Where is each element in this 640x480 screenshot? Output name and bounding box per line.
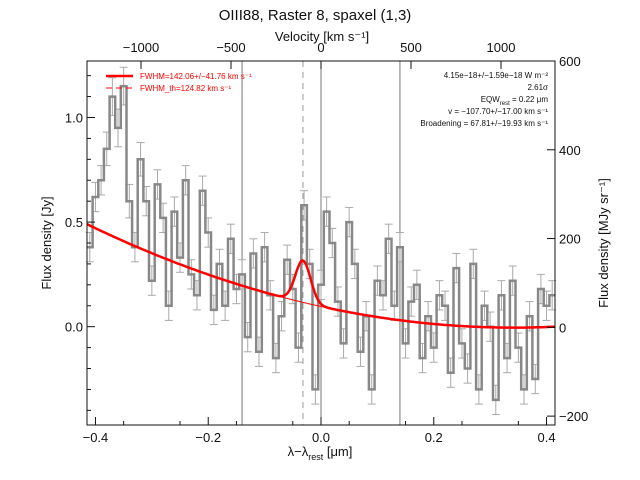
annotations: 4.15e−18+/−1.59e−18 W m⁻² 2.61σ EQWrest … [420, 71, 548, 128]
top-tick-label: 1000 [487, 40, 516, 55]
x-tick-label: −0.4 [83, 430, 109, 445]
x-tick-label: −0.2 [195, 430, 221, 445]
right-tick-label: 200 [559, 232, 581, 247]
legend: FWHM=142.06+/−41.76 km s⁻¹ FWHM_th=124.8… [106, 72, 252, 93]
annotation-flux: 4.15e−18+/−1.59e−18 W m⁻² [444, 71, 549, 80]
y-axis-label: Flux density [Jy] [39, 196, 54, 289]
x-axis-label-main: λ−λ [288, 444, 309, 459]
right-tick-label: 400 [559, 143, 581, 158]
annotation-eqw-label: EQW [481, 95, 501, 104]
annotation-broadening: Broadening = 67.81+/−19.93 km s⁻¹ [420, 119, 548, 128]
top-tick-label: 500 [400, 40, 422, 55]
annotation-velocity: v = −107.70+/−17.00 km s⁻¹ [448, 107, 548, 116]
right-y-axis-label: Flux density [MJy sr⁻¹] [596, 178, 611, 308]
gaussian-fit-line [86, 223, 555, 329]
fit-series [86, 223, 555, 329]
x-axis-label: λ−λrest [μm] [288, 444, 353, 462]
x-axis-label-unit: [μm] [323, 444, 352, 459]
chart-title: OIII88, Raster 8, spaxel (1,3) [219, 7, 412, 24]
annotation-eqw-subscript: rest [500, 101, 510, 107]
right-tick-label: 0 [559, 320, 566, 335]
y-tick-label: 1.0 [65, 110, 83, 125]
annotation-sigma: 2.61σ [527, 83, 548, 92]
axis-tick-labels: −0.4 −0.2 0.0 0.2 0.4 0.0 0.5 1.0 −1000 −500 0 500 1… [65, 40, 588, 445]
top-tick-label: 0 [317, 40, 324, 55]
top-tick-label: −500 [216, 40, 245, 55]
x-tick-label: 0.2 [425, 430, 443, 445]
reference-lines [241, 61, 401, 425]
y-tick-label: 0.5 [65, 215, 83, 230]
axis-ticks [87, 60, 555, 425]
legend-thermal-label: FWHM_th=124.82 km s⁻¹ [140, 84, 231, 93]
legend-fit-label: FWHM=142.06+/−41.76 km s⁻¹ [140, 72, 252, 81]
x-tick-label: 0.4 [538, 430, 556, 445]
top-tick-label: −1000 [123, 40, 160, 55]
right-tick-label: −200 [559, 409, 588, 424]
annotation-eqw: EQWrest = 0.22 μm [481, 95, 549, 107]
right-tick-label: 600 [559, 54, 581, 69]
y-tick-label: 0.0 [65, 320, 83, 335]
x-axis-label-subscript: rest [308, 452, 324, 462]
x-tick-label: 0.0 [312, 430, 330, 445]
top-axis-label: Velocity [km s⁻¹] [275, 29, 369, 44]
annotation-eqw-value: = 0.22 μm [510, 95, 549, 104]
